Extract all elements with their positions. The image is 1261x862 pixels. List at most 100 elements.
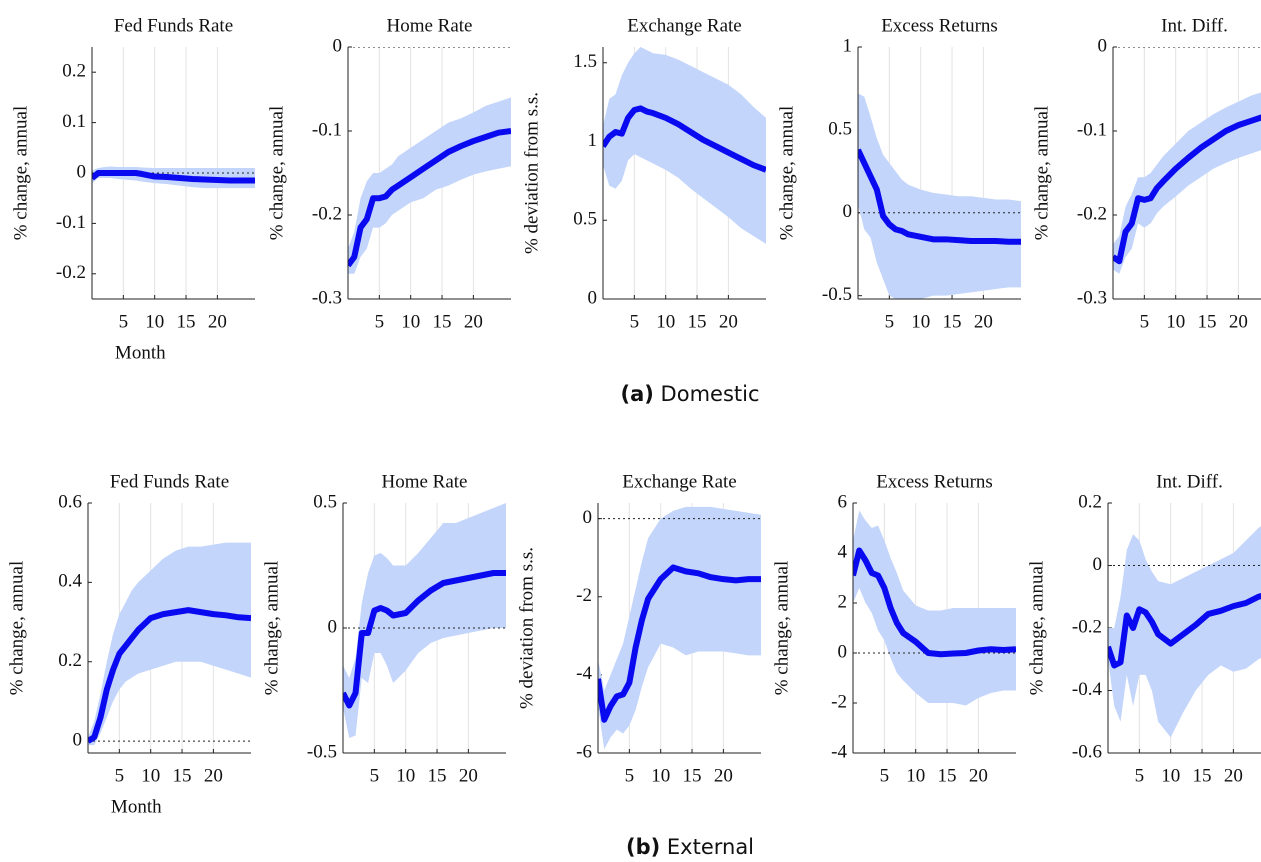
- x-tick-label: 15: [1198, 311, 1217, 332]
- y-axis-label: % change, annual: [10, 106, 31, 241]
- panel-title: Excess Returns: [881, 15, 998, 36]
- x-tick-label: 20: [459, 765, 478, 786]
- y-tick-label: 0.5: [573, 209, 597, 230]
- y-tick-label: 0: [1093, 554, 1103, 575]
- caption-label: (b): [626, 835, 660, 859]
- plot-area: [1113, 47, 1261, 274]
- confidence-band: [598, 506, 761, 750]
- plot-area: [853, 510, 1016, 706]
- irf-line: [1108, 593, 1261, 669]
- x-tick-label: 15: [683, 765, 702, 786]
- plot-area: [598, 506, 761, 750]
- x-tick-label: 5: [1140, 311, 1150, 332]
- panel-title: Fed Funds Rate: [114, 15, 233, 36]
- y-tick-label: 0.1: [62, 111, 86, 132]
- y-tick-label: -0.2: [1077, 203, 1107, 224]
- plot-area: [343, 503, 506, 738]
- y-tick-label: 0: [838, 641, 848, 662]
- panel-title: Int. Diff.: [1156, 471, 1223, 492]
- confidence-band: [603, 47, 766, 244]
- x-tick-label: 10: [656, 311, 675, 332]
- plot-area: [88, 542, 251, 746]
- x-tick-label: 15: [173, 765, 192, 786]
- y-tick-label: 0.2: [62, 61, 86, 82]
- confidence-band: [348, 97, 511, 274]
- y-tick-label: -0.4: [1072, 679, 1103, 700]
- x-tick-label: 20: [1229, 311, 1248, 332]
- irf-line: [858, 148, 1021, 245]
- x-tick-label: 15: [943, 311, 962, 332]
- y-tick-label: 1: [588, 130, 598, 151]
- x-tick-label: 20: [204, 765, 223, 786]
- y-tick-label: 0: [333, 35, 343, 56]
- x-tick-label: 10: [145, 311, 164, 332]
- panel: 5 10 15 20 -0.2 -0.1 0 0.1 0.2 Fed Funds Rate % ch…: [10, 15, 255, 363]
- x-tick-label: 15: [177, 311, 196, 332]
- x-tick-label: 10: [651, 765, 670, 786]
- panel-title: Fed Funds Rate: [110, 471, 229, 492]
- panel: 5 10 15 20 -4 -2 0 2 4 6 Excess Returns % change, a…: [771, 471, 1016, 786]
- y-axis-label: % deviation from s.s.: [521, 92, 542, 254]
- y-tick-label: 0.5: [313, 491, 337, 512]
- panel: 5 10 15 20 -0.6 -0.4 -0.2 0 0.2 Int. Diff. % chang…: [1026, 471, 1261, 786]
- x-tick-label: 10: [1166, 311, 1185, 332]
- x-tick-label: 10: [401, 311, 420, 332]
- y-tick-label: 0: [328, 616, 338, 637]
- y-tick-label: 6: [838, 491, 848, 512]
- x-tick-label: 20: [464, 311, 483, 332]
- confidence-band: [853, 510, 1016, 706]
- x-tick-label: 20: [714, 765, 733, 786]
- x-tick-label: 20: [969, 765, 988, 786]
- y-axis-label: % deviation from s.s.: [516, 547, 537, 709]
- plot-area: [858, 93, 1021, 299]
- y-axis-label: % change, annual: [1031, 106, 1052, 241]
- y-tick-label: 0: [588, 287, 598, 308]
- y-tick-label: 0: [1098, 35, 1108, 56]
- y-tick-label: -0.5: [307, 741, 337, 762]
- x-tick-label: 5: [625, 765, 635, 786]
- irf-line: [92, 170, 255, 184]
- x-tick-label: 5: [370, 765, 380, 786]
- x-tick-label: 5: [880, 765, 890, 786]
- y-tick-label: -2: [576, 585, 592, 606]
- panel-title: Home Rate: [386, 15, 472, 36]
- y-tick-label: 0: [73, 729, 83, 750]
- x-tick-label: 15: [938, 765, 957, 786]
- plot-area: [603, 47, 766, 299]
- x-tick-label: 20: [208, 311, 227, 332]
- confidence-band: [88, 542, 251, 746]
- confidence-band: [343, 503, 506, 738]
- x-tick-label: 5: [1135, 765, 1145, 786]
- plot-area: [348, 47, 511, 274]
- x-tick-label: 10: [1161, 765, 1180, 786]
- panel: 5 10 15 20 -0.5 0 0.5 1 Excess Returns % change, …: [776, 15, 1021, 332]
- panel: 5 10 15 20 -0.3 -0.2 -0.1 0 Home Rate % change, a…: [266, 15, 511, 332]
- x-tick-label: 5: [885, 311, 895, 332]
- panel: 5 10 15 20 0 0.2 0.4 0.6 Fed Funds Rate % change,…: [6, 471, 251, 817]
- confidence-band: [858, 93, 1021, 299]
- x-tick-label: 20: [1224, 765, 1243, 786]
- caption: (b) External: [626, 835, 754, 859]
- x-tick-label: 20: [719, 311, 738, 332]
- caption-label: (a): [620, 382, 653, 406]
- y-tick-label: 0: [583, 507, 593, 528]
- plot-area: [92, 166, 255, 189]
- irf-line: [853, 547, 1016, 658]
- panel-title: Excess Returns: [876, 471, 993, 492]
- plot-area: [1108, 526, 1261, 738]
- x-axis-label: Month: [111, 796, 162, 817]
- y-axis-label: % change, annual: [1026, 561, 1047, 696]
- irf-line: [1113, 114, 1261, 265]
- y-tick-label: -0.6: [1072, 741, 1102, 762]
- x-tick-label: 10: [396, 765, 415, 786]
- y-axis-label: % change, annual: [6, 561, 27, 696]
- y-tick-label: 0.5: [828, 118, 852, 139]
- y-tick-label: -2: [831, 691, 847, 712]
- x-tick-label: 5: [375, 311, 385, 332]
- y-tick-label: -0.2: [1072, 616, 1102, 637]
- y-tick-label: -0.2: [312, 203, 342, 224]
- x-tick-label: 15: [433, 311, 452, 332]
- panel-title: Int. Diff.: [1161, 15, 1228, 36]
- x-tick-label: 10: [911, 311, 930, 332]
